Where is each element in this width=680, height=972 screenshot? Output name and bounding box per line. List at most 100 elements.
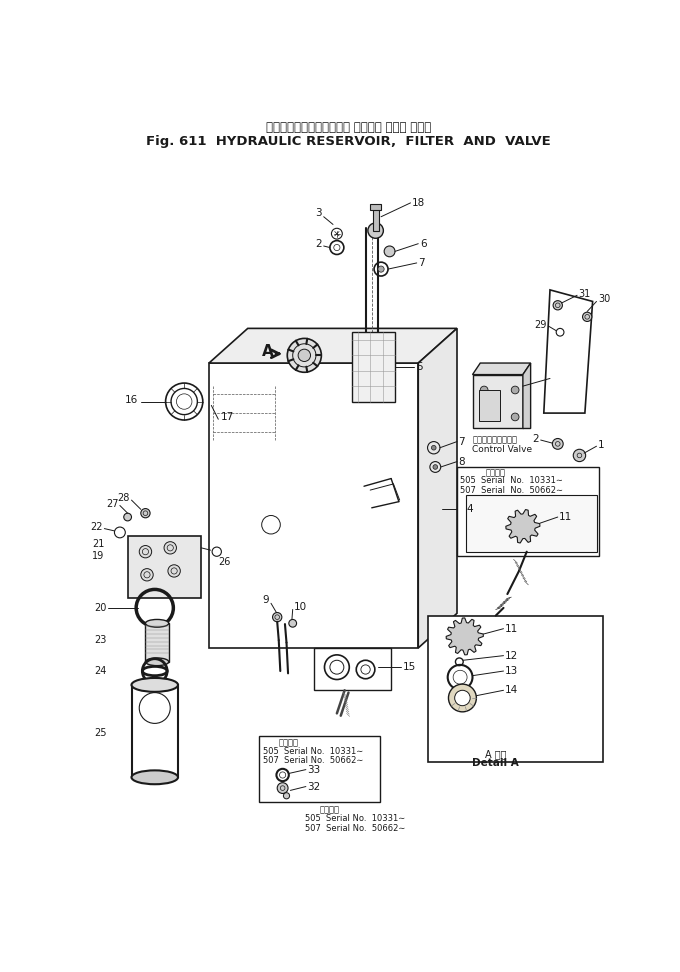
Circle shape (553, 300, 562, 310)
Text: 507  Serial No.  50662∼: 507 Serial No. 50662∼ (305, 823, 405, 833)
Circle shape (431, 445, 436, 450)
Text: 505  Serial No.  10331∼: 505 Serial No. 10331∼ (263, 746, 364, 755)
Text: 3: 3 (315, 208, 322, 218)
Text: 11: 11 (559, 512, 573, 522)
Text: 24: 24 (95, 666, 107, 677)
Bar (313, 648, 391, 690)
Text: 18: 18 (412, 198, 425, 208)
Text: 33: 33 (307, 765, 321, 775)
Bar (373, 207, 379, 230)
Circle shape (511, 413, 519, 421)
Circle shape (453, 671, 467, 684)
Circle shape (289, 619, 296, 627)
Text: 2: 2 (316, 239, 322, 249)
Text: 505  Serial No.  10331∼: 505 Serial No. 10331∼ (305, 815, 405, 823)
Circle shape (273, 612, 282, 622)
Circle shape (164, 541, 176, 554)
Circle shape (166, 383, 203, 420)
Circle shape (124, 513, 131, 521)
Text: 7: 7 (458, 436, 465, 446)
Ellipse shape (131, 678, 178, 692)
Text: 適用号等: 適用号等 (486, 468, 506, 477)
Ellipse shape (131, 771, 178, 784)
Polygon shape (446, 618, 483, 655)
Text: 12: 12 (505, 650, 518, 661)
Bar (131, 685, 178, 778)
Circle shape (454, 626, 475, 647)
Circle shape (480, 386, 488, 394)
Text: 17: 17 (220, 412, 234, 422)
Text: A: A (262, 344, 273, 359)
Bar (428, 615, 602, 762)
Text: 28: 28 (118, 493, 130, 503)
Text: 適用号等: 適用号等 (320, 805, 340, 815)
Text: 1: 1 (598, 439, 605, 450)
Text: 27: 27 (107, 499, 119, 509)
Circle shape (511, 386, 519, 394)
Polygon shape (209, 329, 457, 363)
Text: 15: 15 (403, 662, 416, 673)
Circle shape (277, 782, 288, 793)
Text: 20: 20 (95, 603, 107, 613)
Text: コントロールバルブ: コントロールバルブ (473, 435, 517, 444)
Circle shape (378, 266, 384, 272)
Text: 31: 31 (579, 289, 591, 298)
Text: 8: 8 (458, 457, 465, 467)
Text: Fig. 611  HYDRAULIC RESERVOIR,  FILTER  AND  VALVE: Fig. 611 HYDRAULIC RESERVOIR, FILTER AND… (146, 135, 551, 148)
Circle shape (298, 349, 311, 362)
Bar (352, 332, 395, 401)
Text: 11: 11 (505, 624, 518, 634)
Circle shape (384, 246, 395, 257)
Bar (479, 390, 500, 421)
Text: 25: 25 (95, 728, 107, 738)
Text: 9: 9 (263, 595, 269, 606)
Ellipse shape (146, 658, 169, 666)
Polygon shape (473, 363, 530, 374)
Text: 適用号等: 適用号等 (279, 738, 299, 747)
Circle shape (368, 223, 384, 238)
Polygon shape (418, 329, 457, 648)
Ellipse shape (146, 619, 169, 627)
Bar (466, 496, 596, 552)
Circle shape (284, 793, 290, 799)
Text: ハイドロリックリザーバ、 フィルタ および バルブ: ハイドロリックリザーバ、 フィルタ および バルブ (266, 121, 431, 134)
Text: 7: 7 (418, 258, 425, 268)
Text: 10: 10 (294, 602, 307, 612)
Text: 14: 14 (505, 685, 518, 695)
Polygon shape (544, 290, 593, 413)
Polygon shape (523, 363, 530, 429)
Polygon shape (506, 509, 540, 543)
Circle shape (139, 545, 152, 558)
Circle shape (552, 438, 563, 449)
Text: 505  Serial  No.  10331∼: 505 Serial No. 10331∼ (460, 476, 563, 485)
Text: A 詳細: A 詳細 (485, 749, 507, 759)
Circle shape (168, 565, 180, 577)
Bar (457, 467, 599, 556)
Text: Detail A: Detail A (473, 758, 519, 769)
Bar (473, 374, 523, 429)
Circle shape (480, 413, 488, 421)
Text: 21: 21 (92, 539, 104, 549)
Text: 6: 6 (420, 239, 426, 249)
Bar (370, 204, 381, 210)
Text: 507  Serial No.  50662∼: 507 Serial No. 50662∼ (263, 756, 364, 765)
Text: 16: 16 (124, 395, 137, 405)
Text: 32: 32 (307, 781, 321, 791)
Circle shape (513, 517, 532, 536)
Bar (128, 537, 201, 598)
Circle shape (573, 449, 585, 462)
Text: 19: 19 (92, 550, 104, 561)
Text: 4: 4 (466, 504, 473, 514)
Text: 29: 29 (534, 320, 547, 330)
Text: Control Valve: Control Valve (473, 445, 532, 454)
Bar (259, 737, 379, 802)
Circle shape (141, 508, 150, 518)
Polygon shape (209, 363, 418, 648)
Circle shape (519, 522, 527, 530)
Circle shape (449, 684, 477, 712)
Text: 22: 22 (90, 522, 103, 532)
Circle shape (141, 569, 153, 581)
Circle shape (455, 690, 470, 706)
Text: 30: 30 (598, 295, 611, 304)
Circle shape (433, 465, 438, 469)
